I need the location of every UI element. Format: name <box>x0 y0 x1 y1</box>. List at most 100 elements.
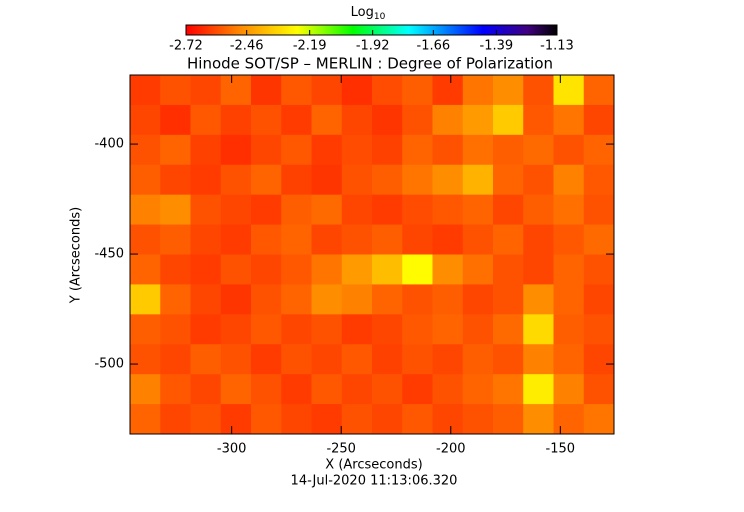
heatmap-cell <box>341 75 373 106</box>
heatmap-cell <box>220 134 252 166</box>
heatmap-cell <box>311 164 343 196</box>
heatmap-cell <box>432 314 464 345</box>
footnote: 14-Jul-2020 11:13:06.320 <box>291 474 458 489</box>
x-tick-label: -150 <box>546 442 576 457</box>
heatmap-cell <box>372 344 403 375</box>
heatmap-cell <box>432 75 464 106</box>
heatmap-cell <box>160 194 191 226</box>
x-axis-label: X (Arcseconds) <box>325 458 422 473</box>
heatmap-cell <box>130 224 161 255</box>
heatmap-cell <box>311 194 343 226</box>
heatmap-cell <box>583 134 615 166</box>
heatmap-cell <box>462 374 494 405</box>
heatmap-cell <box>372 314 403 345</box>
heatmap-cell <box>281 224 312 255</box>
heatmap-cell <box>220 75 252 106</box>
heatmap-cell <box>372 134 403 166</box>
heatmap-cell <box>402 254 433 285</box>
heatmap-cell <box>402 404 433 435</box>
heatmap-cell <box>523 194 554 226</box>
heatmap-cell <box>160 104 191 136</box>
heatmap-cell <box>523 104 554 136</box>
heatmap-cell <box>130 254 161 285</box>
heatmap-cell <box>402 194 433 226</box>
heatmap-cell <box>251 374 282 405</box>
heatmap-cell <box>341 194 373 226</box>
heatmap-cell <box>493 224 524 255</box>
heatmap-cell <box>281 284 312 315</box>
heatmap-cell <box>523 134 554 166</box>
heatmap-cell <box>432 344 464 375</box>
heatmap-cell <box>130 404 161 435</box>
heatmap-cell <box>523 314 554 345</box>
heatmap-cell <box>311 404 343 435</box>
heatmap-cell <box>160 75 191 106</box>
heatmap-cell <box>372 284 403 315</box>
heatmap-cell <box>402 224 433 255</box>
heatmap-cell <box>583 374 615 405</box>
heatmap-cell <box>311 104 343 136</box>
chart-title: Hinode SOT/SP – MERLIN : Degree of Polar… <box>187 55 553 73</box>
heatmap-cell <box>432 404 464 435</box>
heatmap-cell <box>402 104 433 136</box>
heatmap-cell <box>553 75 585 106</box>
heatmap-cell <box>583 404 615 435</box>
heatmap-cell <box>402 374 433 405</box>
heatmap-cell <box>372 374 403 405</box>
x-tick-label: -200 <box>436 442 466 457</box>
heatmap-cell <box>130 314 161 345</box>
y-tick-label: -400 <box>94 137 124 152</box>
heatmap-cell <box>190 374 222 405</box>
colorbar-tick-label: -1.92 <box>356 39 390 54</box>
heatmap-cell <box>432 194 464 226</box>
heatmap-cell <box>553 194 585 226</box>
heatmap-cell <box>553 344 585 375</box>
heatmap-cell <box>130 75 161 106</box>
heatmap-cell <box>341 134 373 166</box>
heatmap-cell <box>402 284 433 315</box>
colorbar-tick-label: -2.72 <box>169 39 203 54</box>
heatmap-cell <box>523 164 554 196</box>
heatmap-cell <box>462 75 494 106</box>
heatmap-cell <box>190 194 222 226</box>
heatmap-cell <box>583 284 615 315</box>
heatmap-cell <box>402 75 433 106</box>
heatmap-cell <box>341 374 373 405</box>
heatmap-cell <box>372 254 403 285</box>
colorbar-tick-label: -1.66 <box>417 39 451 54</box>
heatmap-cell <box>462 164 494 196</box>
colorbar-tick-label: -1.13 <box>540 39 574 54</box>
heatmap-cell <box>462 224 494 255</box>
heatmap-cell <box>160 344 191 375</box>
heatmap-cell <box>190 134 222 166</box>
heatmap-cell <box>311 344 343 375</box>
heatmap-cell <box>251 224 282 255</box>
heatmap-cell <box>160 164 191 196</box>
heatmap-cell <box>523 374 554 405</box>
heatmap-cell <box>341 314 373 345</box>
heatmap-cell <box>311 134 343 166</box>
colorbar <box>185 24 558 36</box>
heatmap-cell <box>402 314 433 345</box>
heatmap-cell <box>220 164 252 196</box>
heatmap-cell <box>160 314 191 345</box>
heatmap-cell <box>220 404 252 435</box>
heatmap-cell <box>432 284 464 315</box>
heatmap-cell <box>493 254 524 285</box>
heatmap-cell <box>160 374 191 405</box>
heatmap-cell <box>160 254 191 285</box>
heatmap-cell <box>190 254 222 285</box>
heatmap-cell <box>553 134 585 166</box>
heatmap-cell <box>281 254 312 285</box>
heatmap-cell <box>583 104 615 136</box>
heatmap-cell <box>251 404 282 435</box>
heatmap-cell <box>553 224 585 255</box>
heatmap-cell <box>190 224 222 255</box>
heatmap-cell <box>341 254 373 285</box>
heatmap-cell <box>251 344 282 375</box>
heatmap-cell <box>372 224 403 255</box>
heatmap-cell <box>281 404 312 435</box>
heatmap-cell <box>462 404 494 435</box>
heatmap-cell <box>493 104 524 136</box>
